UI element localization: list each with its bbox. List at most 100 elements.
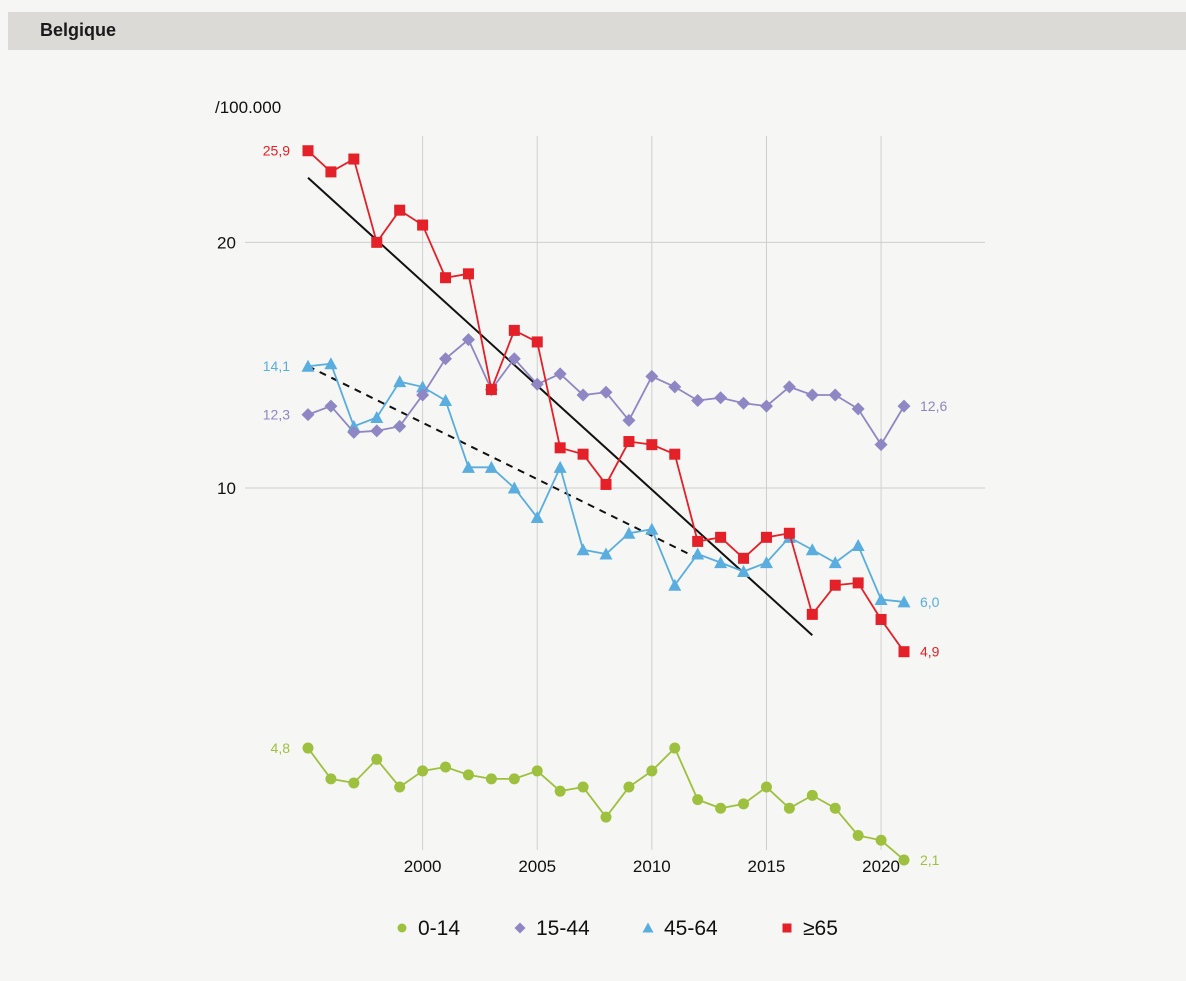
legend-label: ≥65 — [803, 917, 838, 940]
data-point — [462, 268, 474, 280]
series-start-label: 12,3 — [263, 407, 290, 423]
series-end-label: 4,9 — [920, 644, 940, 660]
data-point — [577, 781, 589, 793]
data-point — [530, 377, 544, 391]
data-point — [852, 577, 864, 589]
data-point — [669, 742, 681, 754]
data-point — [394, 204, 406, 216]
data-point — [440, 272, 452, 284]
data-point — [370, 411, 384, 424]
series-end-label: 6,0 — [920, 594, 940, 610]
x-tick-label: 2000 — [404, 857, 442, 876]
trend-lines — [307, 176, 813, 636]
data-point — [461, 333, 475, 347]
data-point — [805, 388, 819, 402]
data-point — [325, 166, 337, 178]
x-tick-label: 2015 — [748, 857, 786, 876]
series-start-label: 14,1 — [263, 358, 290, 374]
data-point — [759, 556, 773, 569]
series-line — [307, 150, 905, 653]
data-point — [600, 811, 612, 823]
data-point — [324, 357, 338, 370]
data-point — [668, 380, 682, 394]
data-point — [394, 781, 406, 793]
data-point — [439, 393, 453, 406]
data-point — [554, 442, 566, 454]
data-point — [623, 781, 635, 793]
x-tick-label: 2005 — [518, 857, 556, 876]
data-point — [691, 393, 705, 407]
data-point — [600, 478, 612, 490]
data-point — [783, 527, 795, 539]
data-point — [324, 399, 338, 413]
data-point — [576, 543, 590, 556]
data-point — [669, 448, 681, 460]
data-point — [714, 556, 728, 569]
data-point — [759, 399, 773, 413]
data-point — [622, 526, 636, 539]
data-point — [874, 438, 888, 452]
data-point — [371, 236, 383, 248]
data-point — [783, 802, 795, 814]
data-point — [302, 742, 314, 754]
data-point — [875, 613, 887, 625]
data-point — [782, 923, 792, 933]
data-point — [897, 595, 911, 608]
legend-label: 45-64 — [664, 917, 718, 940]
data-point — [393, 419, 407, 433]
series-start-label: 4,8 — [271, 740, 291, 756]
data-point — [897, 399, 911, 413]
data-point — [851, 539, 865, 552]
data-point — [828, 388, 842, 402]
data-point — [623, 436, 635, 448]
data-point — [829, 579, 841, 591]
data-point — [530, 511, 544, 524]
data-point — [347, 425, 361, 439]
data-point — [599, 385, 613, 399]
labels-group: 4,8 2,1 12,3 12,6 14,1 6,0 25,9 4,9 — [263, 143, 948, 868]
data-point — [507, 481, 521, 494]
trend-line — [307, 176, 813, 636]
data-point — [646, 765, 658, 777]
data-point — [531, 765, 543, 777]
data-point — [692, 535, 704, 547]
data-point — [325, 773, 337, 785]
legend-label: 15-44 — [536, 917, 590, 940]
data-point — [507, 352, 521, 366]
data-point — [439, 352, 453, 366]
grid: 2000 2005 2010 2015 2020 10 20/100.000 — [215, 98, 985, 876]
data-point — [577, 448, 589, 460]
data-point — [301, 408, 315, 422]
data-point — [760, 531, 772, 543]
data-point — [484, 460, 498, 473]
header-bar: Belgique — [8, 12, 1186, 50]
x-tick-label: 2010 — [633, 857, 671, 876]
series-group — [301, 145, 911, 866]
data-point — [622, 413, 636, 427]
data-point — [301, 359, 315, 372]
data-point — [898, 854, 910, 866]
data-point — [806, 608, 818, 620]
series-end-label: 12,6 — [920, 398, 947, 414]
data-point — [514, 922, 526, 934]
data-point — [645, 522, 659, 535]
data-point — [416, 388, 430, 402]
data-point — [737, 564, 751, 577]
data-point — [829, 802, 841, 814]
data-point — [852, 830, 864, 842]
data-point — [805, 543, 819, 556]
data-point — [485, 773, 497, 785]
data-point — [302, 145, 314, 157]
data-point — [554, 785, 566, 797]
data-point — [417, 219, 429, 231]
data-point — [714, 391, 728, 405]
data-point — [851, 402, 865, 416]
trend-line — [307, 365, 699, 560]
data-point — [508, 324, 520, 336]
data-point — [553, 367, 567, 381]
data-point — [715, 802, 727, 814]
data-point — [645, 369, 659, 383]
data-point — [553, 460, 567, 473]
data-point — [806, 789, 818, 801]
